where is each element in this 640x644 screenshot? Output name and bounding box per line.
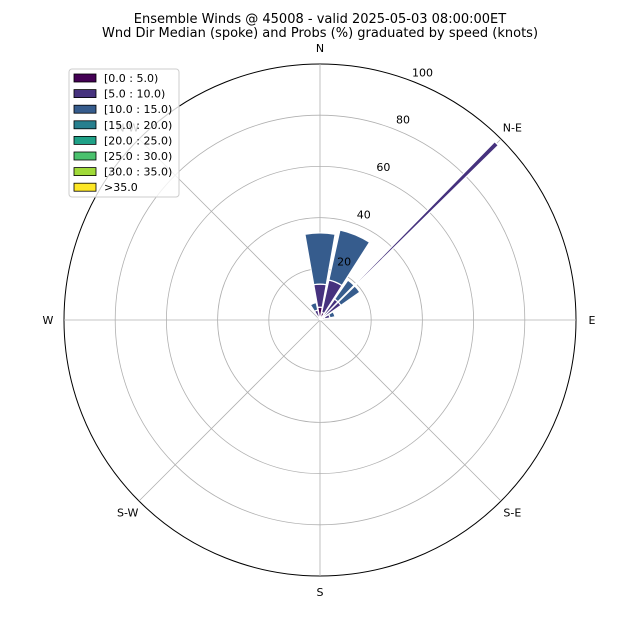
- wind-bar-segment: [319, 140, 500, 321]
- legend-label: [25.0 : 30.0): [104, 150, 172, 163]
- wind-bar-segment: [328, 229, 371, 287]
- legend-label: [5.0 : 10.0): [104, 88, 165, 101]
- polar-grid: [63, 63, 577, 577]
- direction-label: S: [317, 586, 324, 599]
- legend-swatch: [73, 73, 97, 83]
- legend-swatch: [73, 89, 97, 98]
- angular-gridline: [138, 319, 321, 502]
- legend-label: [10.0 : 15.0): [104, 103, 172, 116]
- direction-label: N-E: [503, 122, 522, 135]
- radial-tick-label: 40: [357, 208, 371, 221]
- wind-bar-segment: [304, 232, 336, 286]
- legend-label: [15.0 : 20.0): [104, 119, 172, 132]
- legend: [0.0 : 5.0) [5.0 : 10.0) [10.0 : 15.0) [15.…: [68, 68, 180, 198]
- direction-label: N: [316, 42, 324, 55]
- legend-swatch: [73, 104, 97, 114]
- radial-tick-label: 60: [376, 161, 390, 174]
- radial-tick-labels: 20 40 60 80 100: [337, 66, 433, 268]
- legend-frame: [68, 68, 180, 198]
- chart-title-line1: Ensemble Winds @ 45008 - valid 2025-05-0…: [134, 12, 506, 27]
- direction-label: E: [589, 314, 596, 327]
- direction-label: W: [43, 314, 54, 327]
- angular-gridline: [319, 319, 502, 502]
- radial-tick-label: 100: [412, 66, 433, 79]
- legend-swatch: [73, 135, 97, 145]
- radial-tick-label: 80: [396, 114, 410, 127]
- wind-bar-segment: [327, 310, 336, 319]
- legend-label: [20.0 : 25.0): [104, 134, 172, 147]
- direction-label: S-E: [503, 506, 521, 519]
- legend-swatch: [73, 120, 97, 130]
- legend-swatch: [73, 151, 97, 161]
- chart-title-line2: Wnd Dir Median (spoke) and Probs (%) gra…: [102, 26, 538, 41]
- wind-bars: [304, 140, 500, 321]
- legend-label: >35.0: [104, 181, 138, 194]
- legend-label: [0.0 : 5.0): [104, 72, 158, 85]
- legend-swatch: [73, 167, 97, 177]
- legend-label: [30.0 : 35.0): [104, 166, 172, 179]
- wind-bar-segment: [309, 301, 319, 313]
- radial-tick-label: 20: [337, 256, 351, 269]
- legend-swatch: [73, 182, 97, 192]
- direction-label: S-W: [117, 506, 139, 519]
